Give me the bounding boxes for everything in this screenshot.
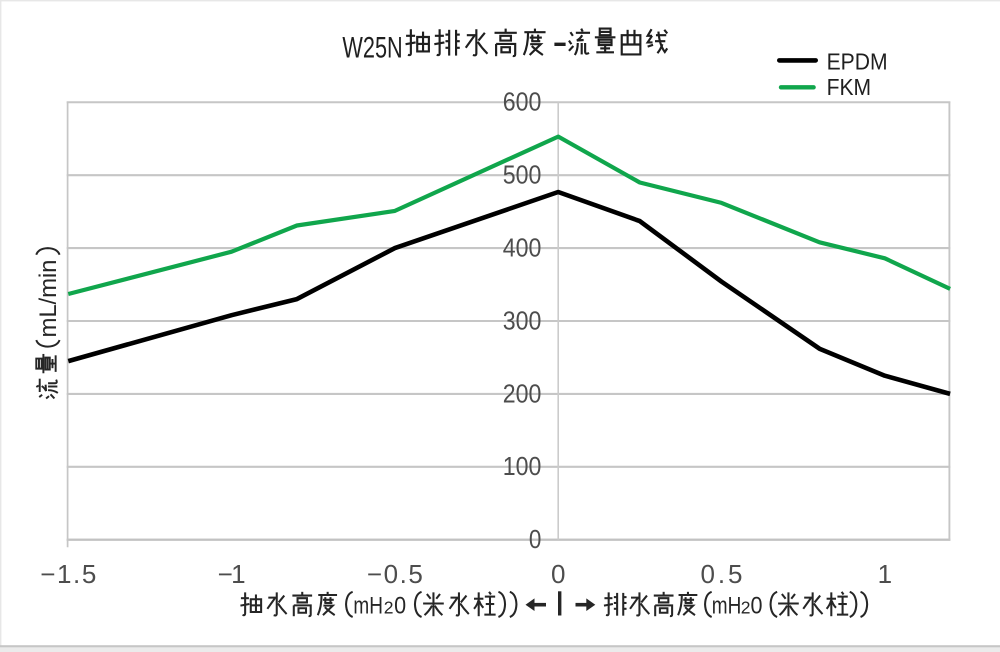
svg-text:mH: mH — [353, 593, 383, 620]
svg-text:200: 200 — [503, 378, 542, 408]
svg-text:mH: mH — [712, 593, 742, 620]
svg-text:−1.5: −1.5 — [40, 559, 96, 589]
svg-text:−1: −1 — [218, 559, 246, 589]
svg-text:FKM: FKM — [827, 74, 872, 100]
svg-text:600: 600 — [503, 87, 542, 117]
svg-text:0: 0 — [529, 524, 542, 554]
svg-text:1: 1 — [878, 559, 892, 589]
svg-text:400: 400 — [503, 233, 542, 263]
svg-text:mL/min: mL/min — [35, 260, 62, 338]
svg-text:0: 0 — [751, 593, 763, 620]
svg-text:0: 0 — [394, 593, 406, 620]
svg-text:300: 300 — [503, 305, 542, 335]
svg-text:500: 500 — [503, 160, 542, 190]
svg-text:0.5: 0.5 — [701, 559, 743, 589]
svg-text:W25N: W25N — [342, 32, 402, 65]
svg-text:0: 0 — [551, 559, 565, 589]
svg-text:2: 2 — [384, 598, 394, 618]
svg-text:−0.5: −0.5 — [367, 559, 423, 589]
svg-text:2: 2 — [741, 598, 751, 618]
svg-text:EPDM: EPDM — [827, 48, 888, 74]
svg-text:100: 100 — [503, 451, 542, 481]
